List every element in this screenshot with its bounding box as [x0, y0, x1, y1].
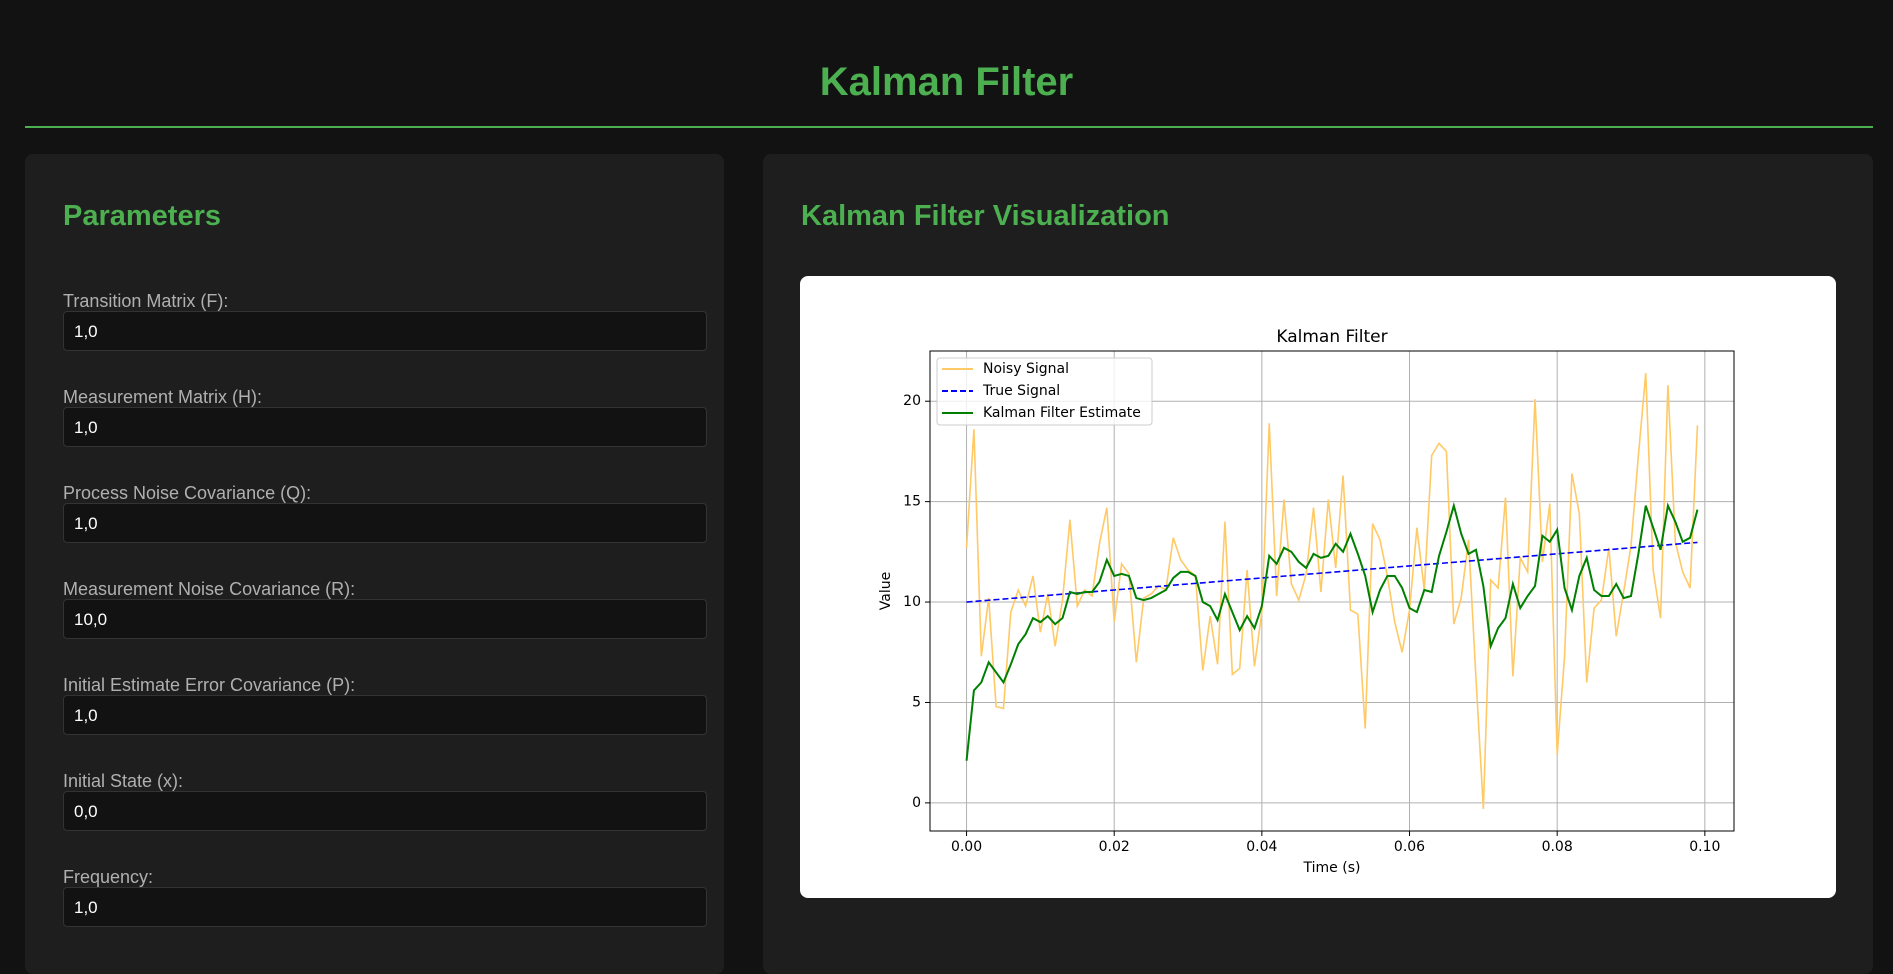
divider [25, 126, 1873, 128]
page: Kalman Filter Parameters Transition Matr… [25, 60, 1873, 974]
series-line [965, 501, 1699, 761]
text-input[interactable]: 0,0 [63, 791, 707, 831]
legend-label: Kalman Filter Estimate [983, 405, 1141, 421]
text-input[interactable]: 1,0 [63, 887, 707, 927]
y-tick-label: 10 [903, 594, 921, 610]
field-label: Measurement Noise Covariance (R): [63, 579, 356, 599]
visualization-panel: Kalman Filter Visualization Kalman Filte… [763, 154, 1873, 974]
text-input[interactable]: 1,0 [63, 503, 707, 543]
x-tick-label: 0.02 [1099, 839, 1130, 855]
y-tick-label: 0 [912, 795, 921, 811]
text-input[interactable]: 1,0 [63, 695, 707, 735]
field-label: Initial State (x): [63, 771, 184, 791]
field-label: Measurement Matrix (H): [63, 387, 263, 407]
text-input[interactable]: 1,0 [63, 407, 707, 447]
field-label: Initial Estimate Error Covariance (P): [63, 675, 356, 695]
y-tick-label: 5 [912, 694, 921, 710]
legend-label: Noisy Signal [983, 361, 1069, 377]
legend [936, 357, 1153, 426]
x-tick-label: 0.08 [1542, 839, 1573, 855]
x-tick-label: 0.04 [1246, 839, 1277, 855]
y-tick-label: 20 [903, 393, 921, 409]
field-label: Transition Matrix (F): [63, 291, 229, 311]
field-label: Frequency: [63, 867, 154, 887]
x-axis-label: Time (s) [1303, 860, 1361, 876]
series-line [965, 373, 1699, 809]
field-label: Process Noise Covariance (Q): [63, 483, 312, 503]
x-tick-label: 0.10 [1689, 839, 1720, 855]
text-input[interactable]: 10,0 [63, 599, 707, 639]
y-tick-label: 15 [903, 494, 921, 510]
x-tick-label: 0.00 [951, 839, 982, 855]
panel-title: Kalman Filter Visualization [801, 200, 1170, 232]
page-title: Kalman Filter [819, 60, 1074, 104]
parameters-panel: Parameters Transition Matrix (F): 1,0 Meas… [25, 154, 724, 974]
panel-title: Parameters [63, 200, 221, 232]
plot-frame [929, 350, 1735, 832]
x-tick-label: 0.06 [1394, 839, 1425, 855]
legend-label: True Signal [982, 383, 1060, 399]
y-axis-label: Value [878, 572, 894, 610]
chart-container: Kalman Filter Time (s) Value 0.00 0.02 0.0… [800, 276, 1836, 898]
chart-title: Kalman Filter [1276, 327, 1387, 347]
text-input[interactable]: 1,0 [63, 311, 707, 351]
chart: Kalman Filter Time (s) Value 0.00 0.02 0.0… [878, 327, 1735, 876]
